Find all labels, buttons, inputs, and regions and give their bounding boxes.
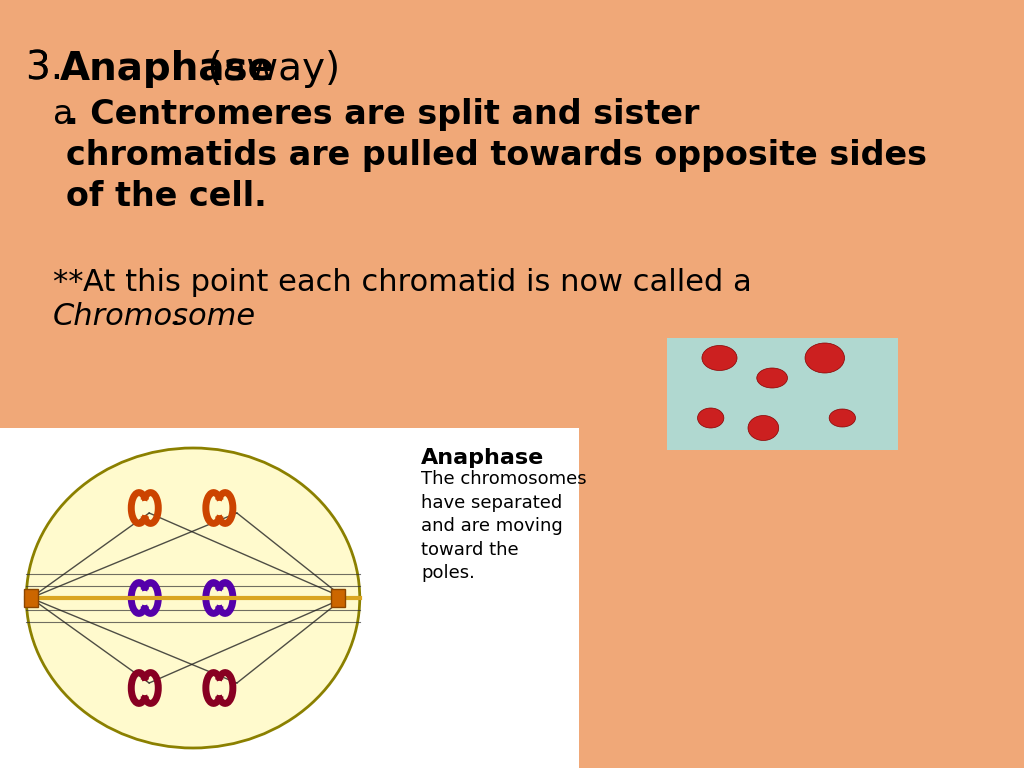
Ellipse shape [805, 343, 845, 373]
Text: .: . [171, 302, 180, 331]
Text: a: a [52, 98, 73, 131]
Text: (away): (away) [195, 50, 340, 88]
Text: 3.: 3. [27, 50, 76, 88]
Text: 3.: 3. [27, 50, 76, 88]
Text: Anaphase: Anaphase [421, 448, 545, 468]
Text: . Centromeres are split and sister
chromatids are pulled towards opposite sides
: . Centromeres are split and sister chrom… [66, 98, 927, 213]
Ellipse shape [701, 346, 737, 370]
Ellipse shape [757, 368, 787, 388]
FancyBboxPatch shape [667, 338, 898, 448]
Text: Chromosome: Chromosome [52, 302, 256, 331]
Text: The chromosomes
have separated
and are moving
toward the
poles.: The chromosomes have separated and are m… [421, 470, 587, 582]
Ellipse shape [697, 408, 724, 428]
FancyBboxPatch shape [331, 589, 345, 607]
Text: At this point each chromatid is now called a: At this point each chromatid is now call… [83, 268, 752, 297]
Ellipse shape [748, 415, 778, 441]
Text: **: ** [52, 268, 93, 297]
Ellipse shape [27, 448, 359, 748]
Text: Anaphase: Anaphase [59, 50, 274, 88]
FancyBboxPatch shape [24, 589, 38, 607]
Ellipse shape [829, 409, 855, 427]
FancyBboxPatch shape [667, 338, 898, 450]
FancyBboxPatch shape [0, 428, 580, 768]
